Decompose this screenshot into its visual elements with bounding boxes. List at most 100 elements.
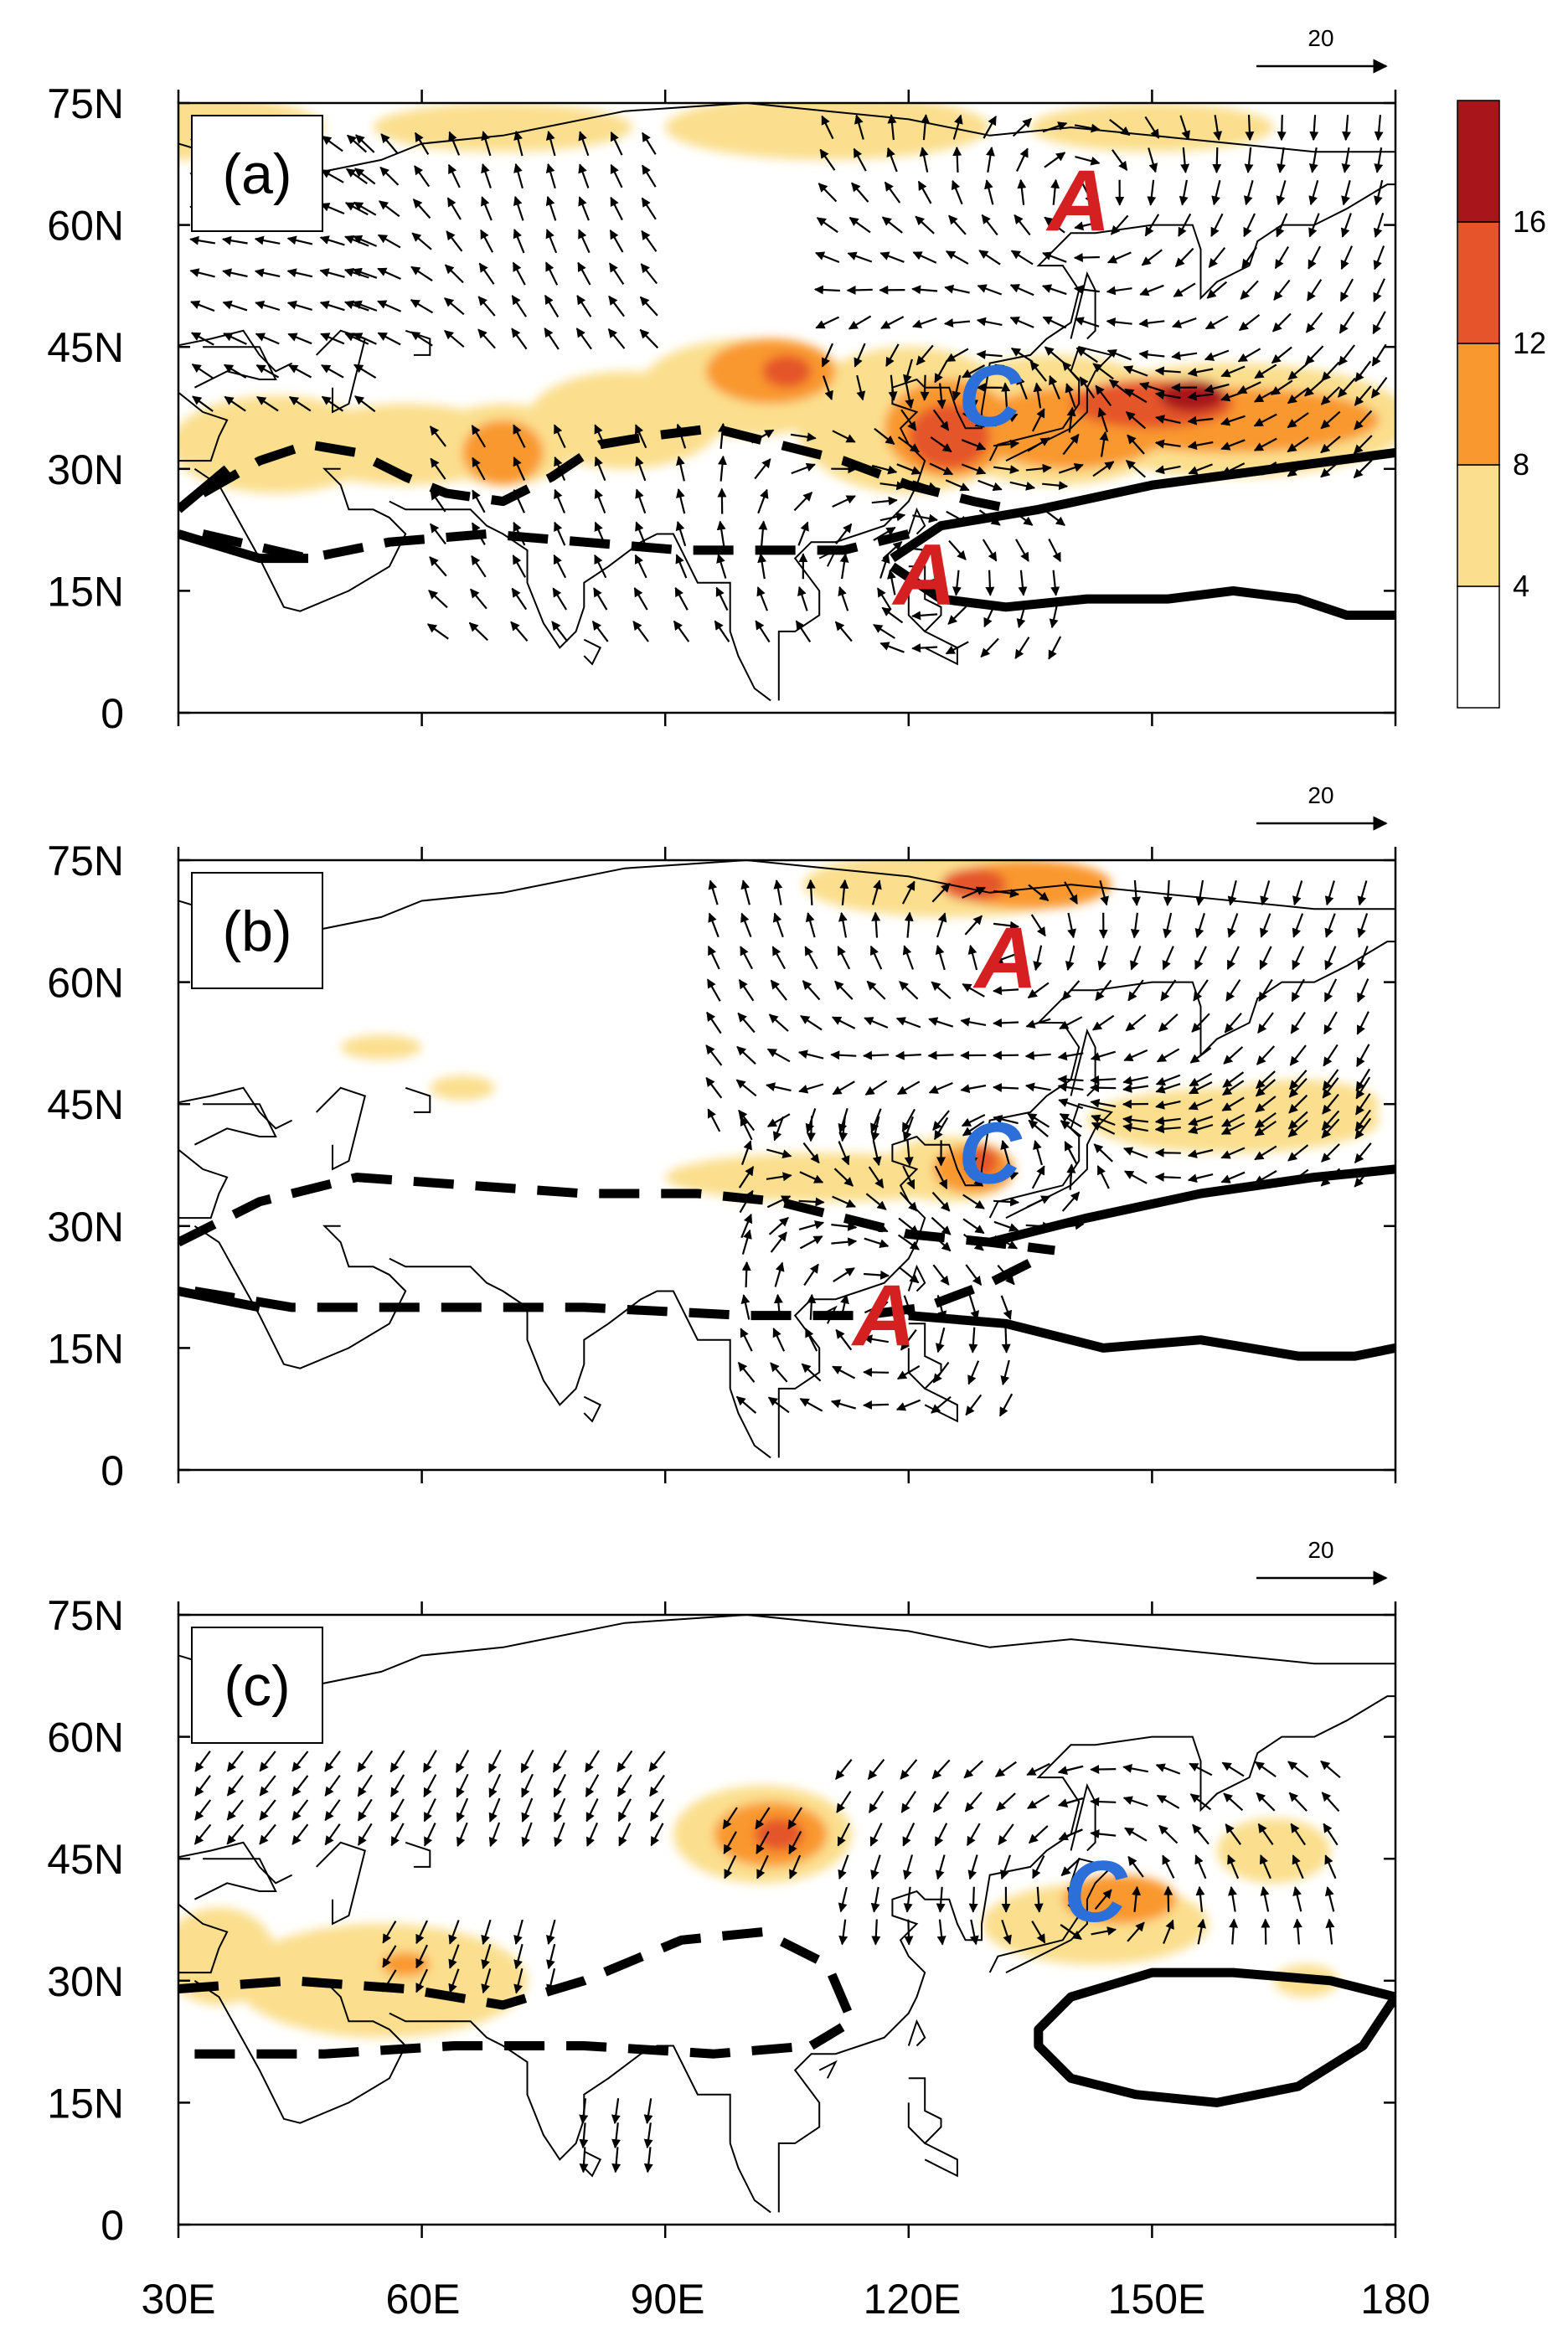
wind-vector <box>1049 602 1059 629</box>
wind-vector <box>1204 315 1229 330</box>
wind-vector <box>962 364 986 379</box>
wind-vector <box>1255 1079 1277 1097</box>
wind-vector <box>735 1079 757 1097</box>
panel-a-jet-contours <box>178 423 1395 620</box>
jet-contour-solid <box>908 1311 1395 1361</box>
wind-vector <box>936 912 947 938</box>
wind-vector <box>1276 213 1288 238</box>
wind-vector <box>806 1116 816 1142</box>
wind-vector <box>676 456 685 482</box>
wind-vector <box>1074 317 1100 327</box>
coastline <box>924 2143 958 2178</box>
wind-vector <box>984 179 994 205</box>
wind-vector <box>1016 147 1029 172</box>
wind-vector <box>410 331 433 347</box>
shading-level-0 <box>340 1034 422 1060</box>
wind-vector <box>1044 346 1065 364</box>
wind-vector <box>1110 214 1129 235</box>
wind-vector <box>512 261 526 286</box>
wind-vector <box>226 1799 244 1821</box>
wind-vector <box>1305 312 1323 333</box>
wind-vector <box>415 1968 428 1993</box>
wind-vector <box>1206 281 1228 299</box>
wind-vector <box>1061 1191 1081 1212</box>
wind-vector <box>1287 1761 1309 1778</box>
wind-vector <box>1354 1117 1372 1140</box>
wind-vector <box>1148 147 1158 173</box>
wind-vector <box>634 424 647 449</box>
wind-vector <box>650 1823 664 1847</box>
wind-vector <box>1122 1796 1148 1807</box>
wind-vector <box>1014 637 1030 659</box>
wind-vector <box>706 978 721 1002</box>
wind-vector <box>847 251 873 263</box>
wind-vector <box>1357 913 1369 938</box>
wind-vector <box>576 295 592 317</box>
wind-vector <box>226 1823 245 1845</box>
wind-vector <box>633 587 648 611</box>
wind-vector <box>455 1749 470 1773</box>
wind-vector <box>931 1216 952 1235</box>
wind-vector <box>1292 1918 1302 1945</box>
wind-vector <box>1306 279 1323 302</box>
wind-vector <box>1178 213 1192 237</box>
coastline <box>315 1841 366 1926</box>
wind-vector <box>410 299 434 314</box>
wind-vector <box>757 488 769 514</box>
wind-vector <box>932 1361 950 1384</box>
wind-vector <box>994 364 1018 379</box>
wind-vector <box>1009 481 1036 491</box>
wind-vector <box>324 1774 341 1797</box>
wind-vector <box>962 1121 985 1137</box>
coastline <box>405 1841 431 1868</box>
wind-vector <box>632 621 649 642</box>
wind-vector <box>1099 431 1109 457</box>
wind-vector <box>902 945 915 970</box>
wind-vector <box>554 1797 566 1823</box>
wind-vector <box>846 285 873 295</box>
wind-vector <box>426 623 449 640</box>
anomaly-anticyclone-label: A <box>850 1268 916 1365</box>
wind-vector <box>929 462 954 476</box>
wind-vector <box>346 168 368 184</box>
wind-vector <box>741 1229 752 1255</box>
anomaly-cyclone-label: C <box>958 1105 1023 1202</box>
wind-vector <box>288 364 312 379</box>
wind-vector <box>802 1142 820 1164</box>
wind-vector <box>1141 249 1163 266</box>
coastline <box>907 2077 942 2145</box>
wind-vector <box>259 1799 276 1821</box>
wind-vector <box>551 621 569 642</box>
wind-vector <box>1223 1046 1244 1065</box>
wind-vector <box>766 1172 792 1182</box>
wind-vector <box>801 1363 822 1382</box>
wind-vector <box>511 587 528 611</box>
wind-vector <box>513 1967 524 1994</box>
wind-vector <box>965 1394 983 1416</box>
wind-vector <box>430 523 446 545</box>
coastline <box>389 500 771 702</box>
wind-vector <box>887 114 897 141</box>
wind-vector <box>344 333 369 345</box>
wind-vector <box>1074 221 1100 231</box>
wind-vector <box>1227 1854 1240 1880</box>
wind-vector <box>884 181 901 204</box>
wind-vector <box>1058 1098 1084 1110</box>
wind-vector <box>740 1116 753 1141</box>
wind-vector <box>1225 1823 1241 1845</box>
wind-vector <box>1042 316 1067 329</box>
wind-vector <box>1227 880 1237 906</box>
wind-vector <box>322 135 343 152</box>
wind-vector <box>904 1919 914 1946</box>
wind-vector <box>477 296 496 317</box>
wind-vector <box>377 267 401 281</box>
wind-vector <box>838 1886 848 1913</box>
wind-vector <box>800 1014 823 1031</box>
wind-vector <box>1147 179 1157 206</box>
wind-vector <box>1324 1886 1335 1912</box>
wind-vector <box>1132 1885 1142 1912</box>
wind-vector <box>1162 1854 1175 1879</box>
wind-vector <box>544 327 560 350</box>
wind-vector <box>1323 1044 1338 1067</box>
wind-vector <box>965 1264 983 1286</box>
